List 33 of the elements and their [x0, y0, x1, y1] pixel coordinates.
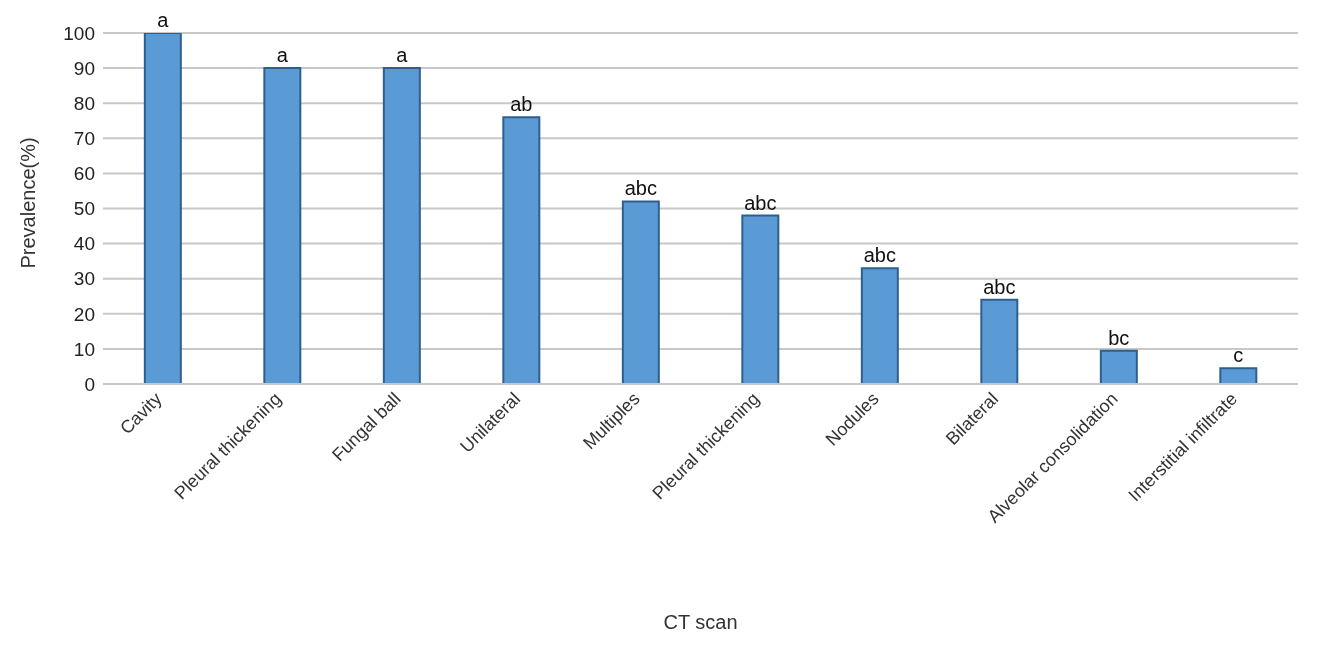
data-label: c: [1233, 344, 1244, 367]
data-label: abc: [744, 191, 777, 214]
y-tick-label: 100: [63, 22, 95, 44]
y-tick-label: 80: [73, 92, 95, 114]
y-tick-label: 30: [73, 268, 95, 290]
bar: [1219, 367, 1258, 384]
data-label: abc: [983, 275, 1016, 298]
bar: [1099, 349, 1138, 384]
y-tick-label: 10: [73, 338, 95, 360]
bar: [502, 116, 541, 384]
y-tick-label: 90: [73, 57, 95, 79]
data-label: bc: [1108, 326, 1130, 349]
data-label: ab: [510, 93, 533, 116]
bar: [741, 214, 780, 384]
data-label: a: [396, 44, 409, 67]
y-axis-title: Prevalence(%): [17, 137, 40, 269]
x-axis-title: CT scan: [663, 611, 738, 633]
data-label: abc: [863, 244, 896, 267]
data-label: a: [276, 44, 289, 67]
y-tick-label: 0: [84, 373, 95, 395]
bar: [263, 67, 302, 384]
data-label: abc: [624, 177, 657, 200]
y-tick-label: 20: [73, 303, 95, 325]
y-tick-label: 50: [73, 198, 95, 220]
data-label: a: [157, 9, 170, 31]
bar: [382, 67, 421, 384]
bar: [621, 200, 660, 384]
y-tick-label: 40: [73, 233, 95, 255]
bar: [980, 298, 1019, 384]
y-tick-label: 60: [73, 163, 95, 185]
bar: [143, 33, 182, 384]
bar: [860, 267, 899, 384]
y-tick-label: 70: [73, 128, 95, 150]
